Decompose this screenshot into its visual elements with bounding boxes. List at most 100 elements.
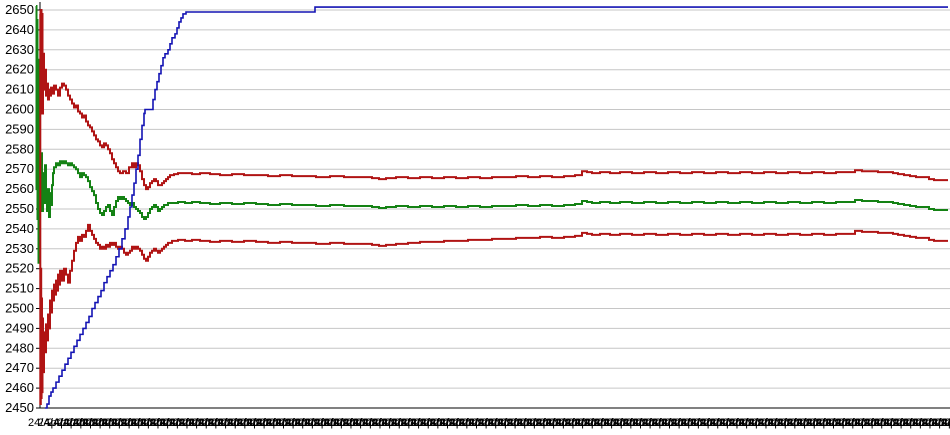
x-tick-label: 24/Apr/2009 (240, 417, 300, 429)
y-tick-label: 2580 (5, 141, 34, 156)
x-tick-label: 24/Apr/2009 (289, 417, 349, 429)
x-tick-label: 24/Apr/2009 (781, 417, 841, 429)
x-tick-label: 24/Apr/2009 (269, 417, 329, 429)
x-tick-label: 24/Apr/2009 (655, 417, 715, 429)
x-tick-label: 24/Apr/2009 (935, 417, 950, 429)
x-tick-label: 24/Apr/2009 (568, 417, 628, 429)
x-tick-label: 24/Apr/2009 (28, 417, 88, 429)
x-tick-label: 24/Apr/2009 (443, 417, 503, 429)
x-tick-label: 24/Apr/2009 (385, 417, 445, 429)
x-tick-label: 24/Apr/2009 (684, 417, 744, 429)
x-tick-label: 24/Apr/2009 (115, 417, 175, 429)
y-gridlines (40, 9, 950, 389)
x-tick-label: 24/Apr/2009 (511, 417, 571, 429)
x-tick-label: 24/Apr/2009 (404, 417, 464, 429)
y-tick-label: 2510 (5, 281, 34, 296)
x-tick-label: 24/Apr/2009 (57, 417, 117, 429)
x-tick-label: 24/Apr/2009 (366, 417, 426, 429)
x-tick-label: 24/Apr/2009 (501, 417, 561, 429)
x-tick-label: 24/Apr/2009 (346, 417, 406, 429)
x-tick-label: 24/Apr/2009 (887, 417, 947, 429)
x-tick-label: 24/Apr/2009 (211, 417, 271, 429)
x-tick-label: 24/Apr/2009 (491, 417, 551, 429)
x-tick-label: 24/Apr/2009 (588, 417, 648, 429)
axes (39, 2, 950, 409)
x-tick-label: 24/Apr/2009 (810, 417, 870, 429)
y-axis-labels: 2650 2640 2630 2620 2610 2600 2590 2580 2570 2560… (5, 2, 34, 415)
y-tick-label: 2450 (5, 400, 34, 415)
x-tick-label: 24/Apr/2009 (732, 417, 792, 429)
x-tick-label: 24/Apr/2009 (771, 417, 831, 429)
x-tick-label: 24/Apr/2009 (761, 417, 821, 429)
x-tick-label: 24/Apr/2009 (829, 417, 889, 429)
x-tick-label: 24/Apr/2009 (144, 417, 204, 429)
x-tick-label: 24/Apr/2009 (848, 417, 908, 429)
x-tick-label: 24/Apr/2009 (260, 417, 320, 429)
x-tick-label: 24/Apr/2009 (945, 417, 950, 429)
x-tick-label: 24/Apr/2009 (906, 417, 950, 429)
x-tick-label: 24/Apr/2009 (752, 417, 812, 429)
x-tick-label: 24/Apr/2009 (375, 417, 435, 429)
x-tick-label: 24/Apr/2009 (742, 417, 802, 429)
x-tick-label: 24/Apr/2009 (897, 417, 950, 429)
x-tick-label: 24/Apr/2009 (694, 417, 754, 429)
x-tick-label: 24/Apr/2009 (202, 417, 262, 429)
x-tick-label: 24/Apr/2009 (819, 417, 879, 429)
x-tick-label: 24/Apr/2009 (134, 417, 194, 429)
x-tick-label: 24/Apr/2009 (636, 417, 696, 429)
x-tick-label: 24/Apr/2009 (453, 417, 513, 429)
y-tick-label: 2600 (5, 102, 34, 117)
x-tick-label: 24/Apr/2009 (298, 417, 358, 429)
x-tick-label: 24/Apr/2009 (839, 417, 899, 429)
y-tick-label: 2460 (5, 380, 34, 395)
x-tick-label: 24/Apr/2009 (607, 417, 667, 429)
x-tick-label: 24/Apr/2009 (877, 417, 937, 429)
x-tick-label: 24/Apr/2009 (125, 417, 185, 429)
x-tick-label: 24/Apr/2009 (414, 417, 474, 429)
x-tick-label: 24/Apr/2009 (76, 417, 136, 429)
x-tick-label: 24/Apr/2009 (723, 417, 783, 429)
x-tick-label: 24/Apr/2009 (665, 417, 725, 429)
y-tick-label: 2630 (5, 42, 34, 57)
y-tick-label: 2560 (5, 181, 34, 196)
y-tick-label: 2590 (5, 121, 34, 136)
x-tick-label: 24/Apr/2009 (424, 417, 484, 429)
y-tick-label: 2530 (5, 241, 34, 256)
y-tick-label: 2500 (5, 301, 34, 316)
x-tick-label: 24/Apr/2009 (530, 417, 590, 429)
y-tick-label: 2490 (5, 320, 34, 335)
x-tick-label: 24/Apr/2009 (433, 417, 493, 429)
x-axis-labels: 24/Apr/200924/Apr/200924/Apr/200924/Apr/… (28, 417, 950, 429)
x-tick-label: 24/Apr/2009 (646, 417, 706, 429)
y-tick-label: 2520 (5, 261, 34, 276)
x-tick-label: 24/Apr/2009 (47, 417, 107, 429)
x-tick-label: 24/Apr/2009 (578, 417, 638, 429)
green-line (35, 5, 948, 264)
x-tick-label: 24/Apr/2009 (182, 417, 242, 429)
x-tick-label: 24/Apr/2009 (318, 417, 378, 429)
x-tick-label: 24/Apr/2009 (704, 417, 764, 429)
x-tick-label: 24/Apr/2009 (559, 417, 619, 429)
x-tick-label: 24/Apr/2009 (173, 417, 233, 429)
x-tick-label: 24/Apr/2009 (337, 417, 397, 429)
x-tick-label: 24/Apr/2009 (800, 417, 860, 429)
y-tick-label: 2570 (5, 161, 34, 176)
x-tick-label: 24/Apr/2009 (626, 417, 686, 429)
lower-red-line (39, 12, 948, 406)
x-tick-label: 24/Apr/2009 (395, 417, 455, 429)
x-tick-label: 24/Apr/2009 (925, 417, 950, 429)
x-tick-label: 24/Apr/2009 (520, 417, 580, 429)
x-tick-label: 24/Apr/2009 (868, 417, 928, 429)
x-tick-label: 24/Apr/2009 (713, 417, 773, 429)
x-tick-label: 24/Apr/2009 (163, 417, 223, 429)
x-tick-label: 24/Apr/2009 (221, 417, 281, 429)
x-tick-label: 24/Apr/2009 (356, 417, 416, 429)
x-tick-label: 24/Apr/2009 (153, 417, 213, 429)
y-tick-label: 2540 (5, 221, 34, 236)
x-tick-label: 24/Apr/2009 (539, 417, 599, 429)
x-tick-label: 24/Apr/2009 (597, 417, 657, 429)
x-tick-label: 24/Apr/2009 (617, 417, 677, 429)
x-tick-label: 24/Apr/2009 (231, 417, 291, 429)
x-tick-label: 24/Apr/2009 (472, 417, 532, 429)
